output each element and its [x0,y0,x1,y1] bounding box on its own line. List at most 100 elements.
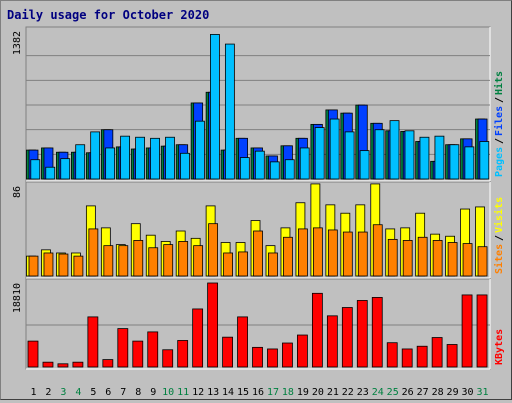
bar-pages [30,159,41,180]
x-tick-label: 3 [60,387,66,398]
bar-pages [150,137,160,180]
legend-separator: / [494,97,505,103]
x-tick-label: 11 [177,387,189,398]
x-tick-label: 31 [476,387,488,398]
bar-sites [402,240,413,277]
bar-kbytes [431,337,443,368]
x-tick-label: 15 [237,387,249,398]
bar-pages [90,131,101,180]
bar-kbytes [476,294,488,368]
x-tick-label: 4 [75,387,81,398]
bar-sites [477,246,488,277]
bar-sites [283,236,293,277]
bar-pages [180,152,190,180]
bar-sites [223,252,233,277]
bar-sites [387,238,398,277]
y-max-label: 86 [12,186,23,198]
bar-sites [447,242,458,277]
bar-kbytes [446,344,458,368]
bar-kbytes [326,315,338,368]
bar-pages [60,158,71,180]
bar-pages [269,161,280,180]
bar-sites [133,240,144,277]
bar-kbytes [147,331,159,368]
bar-sites [253,230,263,277]
bar-sites [268,252,278,277]
bar-pages [314,127,325,180]
x-tick-label: 12 [192,387,204,398]
bar-kbytes [42,361,54,368]
bar-pages [449,144,460,180]
bar-sites [238,251,248,277]
bar-kbytes [102,359,114,368]
bar-pages [374,129,385,180]
legend-visits: Visits [493,197,505,233]
bar-pages [479,141,490,180]
bar-kbytes [27,340,39,368]
bar-sites [208,223,219,277]
bar-sites [163,244,174,277]
bar-pages [120,135,131,180]
bar-kbytes [311,292,323,368]
bar-kbytes [207,282,219,368]
bar-kbytes [356,300,368,368]
bar-kbytes [297,334,308,368]
bar-sites [118,245,129,277]
bar-kbytes [162,349,174,368]
bar-kbytes [87,316,99,368]
bar-pages [195,120,205,180]
x-tick-label: 13 [207,387,219,398]
bar-pages [254,150,265,180]
bar-sites [58,253,69,277]
bar-pages [165,136,175,180]
bar-kbytes [267,348,278,368]
bar-kbytes [192,308,204,368]
chart-title: Daily usage for October 2020 [7,8,209,22]
bar-sites [43,252,54,277]
bar-kbytes [371,297,383,368]
bar-pages [419,136,430,180]
bar-pages [344,131,355,180]
x-tick-label: 10 [162,387,174,398]
bar-pages [284,159,295,180]
bar-pages [329,118,340,180]
bar-sites [88,228,99,277]
x-tick-label: 20 [312,387,324,398]
bar-sites [312,227,323,277]
bar-kbytes [132,340,144,368]
bar-sites [73,255,84,277]
bar-sites [178,241,189,277]
bar-sites [327,229,338,277]
bar-sites [432,240,443,277]
bar-pages [224,43,235,180]
legend-hits: Hits [493,71,505,95]
bar-sites [103,245,114,277]
bar-kbytes [282,342,293,368]
bar-kbytes [72,361,84,368]
x-tick-label: 26 [402,387,414,398]
legend-sites: Sites [493,244,505,274]
x-tick-label: 27 [417,387,429,398]
x-tick-label: 1 [30,387,36,398]
bar-pages [359,150,370,180]
x-tick-label: 28 [432,387,444,398]
legend-pages: Pages [494,147,505,177]
bar-pages [299,147,310,180]
bar-sites [357,231,368,277]
bar-kbytes [252,346,263,368]
bar-sites [193,245,204,277]
x-tick-label: 30 [462,387,474,398]
x-tick-label: 17 [267,387,279,398]
x-tick-label: 19 [297,387,309,398]
x-tick-label: 8 [135,387,141,398]
legend-separator: / [494,138,505,144]
x-tick-label: 21 [327,387,339,398]
bar-pages [210,34,220,180]
bar-pages [404,130,415,180]
x-tick-label: 6 [105,387,111,398]
bar-sites [372,224,383,277]
bar-kbytes [341,307,353,368]
bar-pages [105,147,116,180]
